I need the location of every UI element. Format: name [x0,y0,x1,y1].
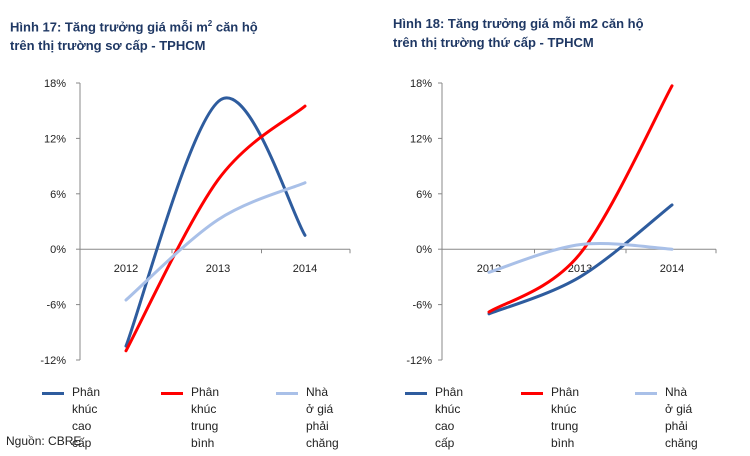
legend-label: Nhà ở giá phải chăng [306,384,339,452]
title-line2: trên thị trường sơ cấp - TPHCM [10,38,206,54]
legend-label-line: Phân khúc [435,385,464,416]
y-tick-label: 18% [410,78,432,90]
x-tick-label: 2014 [660,263,684,275]
y-tick-label: -6% [46,300,66,312]
chart-title-18: Hình 18: Tăng trưởng giá mỗi m2 căn hộ t… [393,14,644,52]
x-tick-label: 2013 [206,263,230,275]
y-tick-label: 0% [416,244,432,256]
series-line-3 [124,181,307,302]
series-line-1 [487,203,674,316]
legend-18: Phân khúc cao cấp Phân khúc trung bình Nhà ở… [375,384,750,450]
title-superscript: 2 [207,19,213,28]
legend-label-line: Nhà ở giá [665,385,693,416]
legend-label-line: trung bình [191,419,219,450]
legend-label: Nhà ở giá phải chăng [665,384,698,452]
legend-swatch [161,392,183,395]
series-line-2 [124,104,307,353]
legend-label-line: cao cấp [72,419,92,450]
series-line-2 [487,84,674,314]
legend-label-line: cao cấp [435,419,455,450]
y-tick-label: 0% [50,244,66,256]
title-rest: căn hộ [212,19,258,35]
y-tick-label: 12% [410,133,432,145]
legend-label-line: Phân khúc [72,385,101,416]
legend-label: Phân khúc trung bình [191,384,219,452]
x-tick-label: 2012 [477,263,501,275]
legend-label-line: Phân khúc [191,385,220,416]
legend-label-line: Nhà ở giá [306,385,334,416]
y-tick-label: 6% [50,189,66,201]
y-tick-label: -12% [40,355,66,367]
legend-swatch [521,392,543,395]
chart-panel-17: Hình 17: Tăng trưởng giá mỗi m2 căn hộ t… [0,0,375,450]
legend-label: Phân khúc cao cấp [72,384,100,452]
y-tick-label: -12% [406,355,432,367]
x-tick-label: 2014 [293,263,317,275]
legend-swatch [405,392,427,395]
legend-swatch [276,392,298,395]
chart-title-17: Hình 17: Tăng trưởng giá mỗi m2 căn hộ t… [10,14,258,55]
line-chart-17: 18% 12% 6% 0% -6% -12% 2012 2013 2014 [40,78,351,367]
legend-swatch [635,392,657,395]
title-line2: trên thị trường thứ cấp - TPHCM [393,35,594,50]
title-main: Hình 18: Tăng trưởng giá mỗi m2 căn hộ [393,16,644,31]
legend-label-line: phải chăng [306,419,339,450]
legend-label: Phân khúc trung bình [551,384,579,452]
x-tick-label: 2012 [114,263,138,275]
title-main: Hình 17: Tăng trưởng giá mỗi m [10,19,208,35]
legend-label-line: Phân khúc [551,385,580,416]
legend-17: Phân khúc cao cấp Phân khúc trung bình Nhà ở… [0,384,375,450]
legend-swatch [42,392,64,395]
y-tick-label: 12% [44,133,66,145]
series-line-3 [487,242,674,274]
line-chart-18: 18%12%6%0%-6%-12%2012 2013 2014 [406,78,717,367]
legend-label-line: trung bình [551,419,579,450]
y-tick-label: 18% [44,78,66,90]
y-tick-label: 6% [416,189,432,201]
chart-panel-18: Hình 18: Tăng trưởng giá mỗi m2 căn hộ t… [375,0,750,450]
source-note: Nguồn: CBRE [6,434,82,448]
legend-label: Phân khúc cao cấp [435,384,463,452]
y-tick-label: -6% [412,300,432,312]
legend-label-line: phải chăng [665,419,698,450]
